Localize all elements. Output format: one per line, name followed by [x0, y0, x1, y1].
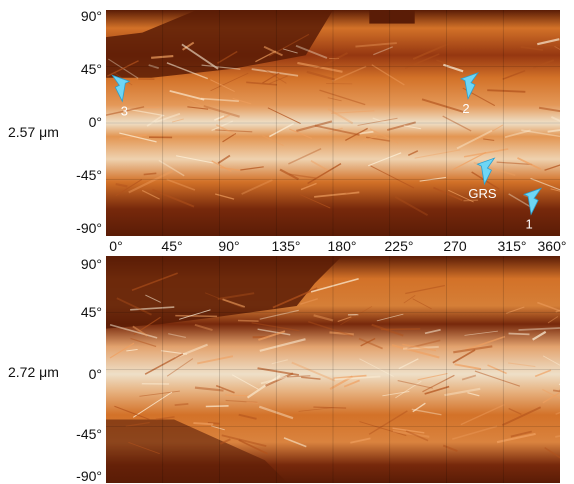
annotation-label: 1: [525, 216, 532, 231]
p1-xtick: 135°: [264, 238, 308, 254]
p2-ytick: -90°: [62, 468, 102, 484]
p1-ytick: 45°: [62, 61, 102, 77]
p1-xtick: 90°: [207, 238, 251, 254]
p1-xtick: 0°: [94, 238, 138, 254]
p1-xtick: 180°: [320, 238, 364, 254]
footprint-streak: [193, 423, 213, 424]
footprint-streak: [206, 406, 229, 407]
p2-ytick: 90°: [62, 256, 102, 272]
annotation-label: 3: [121, 103, 128, 118]
annotation-label: GRS: [468, 186, 497, 201]
panel-label-1: 2.57 μm: [8, 124, 59, 140]
p2-ytick: -45°: [62, 426, 102, 442]
p2-ytick: 45°: [62, 304, 102, 320]
annotation-label: 2: [462, 101, 469, 116]
p1-xtick: 225°: [377, 238, 421, 254]
coverage-gap: [369, 10, 414, 24]
p1-xtick: 315°: [490, 238, 534, 254]
p1-xtick: 45°: [150, 238, 194, 254]
map-panel-2-72um: [106, 256, 560, 483]
p1-ytick: -90°: [62, 220, 102, 236]
map-panel-2-57um: 1 2 3 GRS: [106, 10, 560, 236]
p1-xtick: 360°: [530, 238, 574, 254]
p1-xtick: 270: [433, 238, 477, 254]
p1-ytick: -45°: [62, 167, 102, 183]
footprint-streak: [238, 320, 259, 321]
panel-label-2: 2.72 μm: [8, 364, 59, 380]
footprint-streak: [247, 402, 259, 403]
p2-ytick: 0°: [62, 366, 102, 382]
footprint-streak: [175, 316, 217, 317]
p1-ytick: 0°: [62, 114, 102, 130]
footprint-streak: [509, 333, 530, 334]
footprint-streak: [225, 395, 247, 396]
p1-ytick: 90°: [62, 8, 102, 24]
